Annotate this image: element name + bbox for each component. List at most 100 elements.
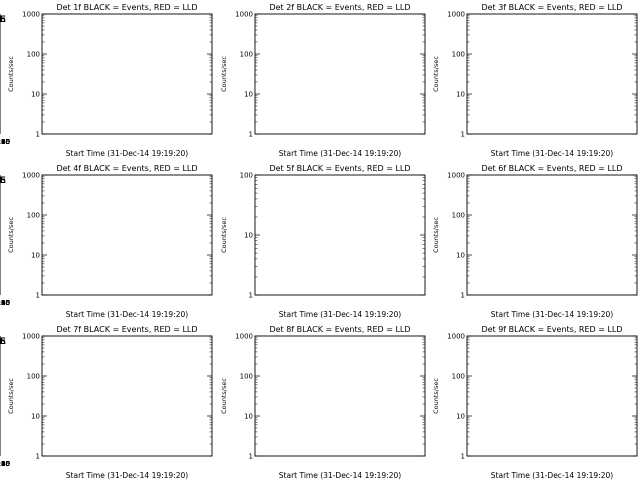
x-tick-label: 19:45: [0, 460, 10, 468]
y-tick-label: 100: [27, 212, 40, 220]
y-tick-label: 1: [461, 453, 465, 461]
marker-label: E: [0, 337, 6, 347]
x-tick-label: 20:15: [0, 299, 10, 307]
x-axis-label: Start Time (31-Dec-14 19:19:20): [491, 471, 613, 480]
plot-frame: [466, 13, 638, 135]
x-tick-label: 20:30: [0, 460, 10, 468]
x-tick-label: 19:30: [0, 138, 10, 146]
x-tick-label: 20:00: [0, 138, 10, 146]
y-tick-label: 100: [452, 51, 465, 59]
x-tick-label: 20:45: [0, 299, 10, 307]
panel-6: Det 6f BLACK = Events, RED = LLD Counts/s…: [0, 164, 638, 319]
x-tick-label: 19:45: [0, 138, 10, 146]
marker-label: E: [0, 15, 6, 25]
panel-title: Det 7f BLACK = Events, RED = LLD: [56, 325, 197, 334]
marker-label: E: [0, 337, 6, 347]
marker-label: F: [0, 15, 5, 25]
x-tick-label: 19:45: [0, 299, 10, 307]
x-tick-label: 19:30: [0, 460, 10, 468]
panel-title: Det 9f BLACK = Events, RED = LLD: [481, 325, 622, 334]
x-tick-label: 20:30: [0, 299, 10, 307]
marker-label: E: [0, 176, 6, 186]
marker-label: E: [0, 176, 6, 186]
marker-label: F: [0, 337, 5, 347]
x-tick-label: 20:45: [0, 299, 10, 307]
x-tick-label: 20:30: [0, 299, 10, 307]
x-axis-label: Start Time (31-Dec-14 19:19:20): [279, 310, 401, 319]
y-axis-label: Counts/sec: [220, 56, 228, 92]
x-tick-label: 20:15: [0, 460, 10, 468]
x-tick-label: 19:30: [0, 299, 10, 307]
x-tick-label: 19:45: [0, 299, 10, 307]
x-tick-label: 19:30: [0, 299, 10, 307]
x-tick-label: 20:15: [0, 299, 10, 307]
y-tick-label: 10: [456, 413, 465, 421]
panel-title: Det 1f BLACK = Events, RED = LLD: [56, 3, 197, 12]
marker-label: S: [0, 176, 6, 186]
y-axis-label: Counts/sec: [7, 378, 15, 414]
x-tick-label: 20:00: [0, 138, 10, 146]
marker-label: F: [0, 15, 5, 25]
plot-frame: [254, 174, 426, 296]
x-axis-label: Start Time (31-Dec-14 19:19:20): [66, 149, 188, 158]
y-tick-label: 10: [456, 91, 465, 99]
marker-label: S: [0, 176, 6, 186]
panel-title: Det 3f BLACK = Events, RED = LLD: [481, 3, 622, 12]
marker-label: F: [0, 176, 5, 186]
panel-5: Det 5f BLACK = Events, RED = LLD Counts/s…: [0, 164, 426, 319]
y-tick-label: 1000: [447, 172, 465, 180]
x-tick-label: 19:45: [0, 138, 10, 146]
plot-frame: [254, 335, 426, 457]
x-tick-label: 20:15: [0, 299, 10, 307]
y-axis-label: Counts/sec: [432, 378, 440, 414]
x-tick-label: 19:30: [0, 460, 10, 468]
panel-title: Det 5f BLACK = Events, RED = LLD: [269, 164, 410, 173]
x-tick-label: 19:45: [0, 460, 10, 468]
x-tick-label: 20:00: [0, 299, 10, 307]
marker-label: F: [0, 15, 5, 25]
y-tick-label: 100: [452, 212, 465, 220]
marker-label: E: [0, 337, 6, 347]
marker-label: F: [0, 337, 5, 347]
y-tick-label: 10: [244, 232, 253, 240]
marker-label: E: [0, 15, 6, 25]
marker-label: F: [0, 176, 5, 186]
x-tick-label: 20:30: [0, 138, 10, 146]
x-tick-label: 20:15: [0, 460, 10, 468]
marker-label: F: [0, 337, 5, 347]
y-tick-label: 1: [461, 292, 465, 300]
y-tick-label: 10: [456, 252, 465, 260]
x-tick-label: 20:45: [0, 138, 10, 146]
x-tick-label: 20:45: [0, 138, 10, 146]
y-axis-label: Counts/sec: [432, 56, 440, 92]
x-axis-label: Start Time (31-Dec-14 19:19:20): [66, 471, 188, 480]
marker-label: E: [0, 15, 6, 25]
marker-label: S: [0, 337, 6, 347]
marker-label: F: [0, 15, 5, 25]
panel-title: Det 6f BLACK = Events, RED = LLD: [481, 164, 622, 173]
y-axis-label: Counts/sec: [220, 378, 228, 414]
y-tick-label: 10: [244, 91, 253, 99]
x-tick-label: 20:45: [0, 460, 10, 468]
y-tick-label: 10: [31, 413, 40, 421]
marker-label: E: [0, 337, 6, 347]
y-tick-label: 1000: [22, 11, 40, 19]
x-axis-label: Start Time (31-Dec-14 19:19:20): [491, 149, 613, 158]
panel-title: Det 8f BLACK = Events, RED = LLD: [269, 325, 410, 334]
x-tick-label: 20:00: [0, 299, 10, 307]
y-tick-label: 1: [461, 131, 465, 139]
plot-frame: [254, 13, 426, 135]
marker-label: E: [0, 15, 6, 25]
y-tick-label: 100: [27, 373, 40, 381]
y-tick-label: 1000: [447, 333, 465, 341]
plot-frame: [41, 13, 213, 135]
y-tick-label: 1: [249, 131, 253, 139]
marker-label: F: [0, 337, 5, 347]
x-tick-label: 19:30: [0, 460, 10, 468]
y-tick-label: 1: [36, 453, 40, 461]
marker-label: E: [0, 176, 6, 186]
y-tick-label: 100: [452, 373, 465, 381]
plot-frame: [466, 174, 638, 296]
marker-label: F: [0, 15, 5, 25]
